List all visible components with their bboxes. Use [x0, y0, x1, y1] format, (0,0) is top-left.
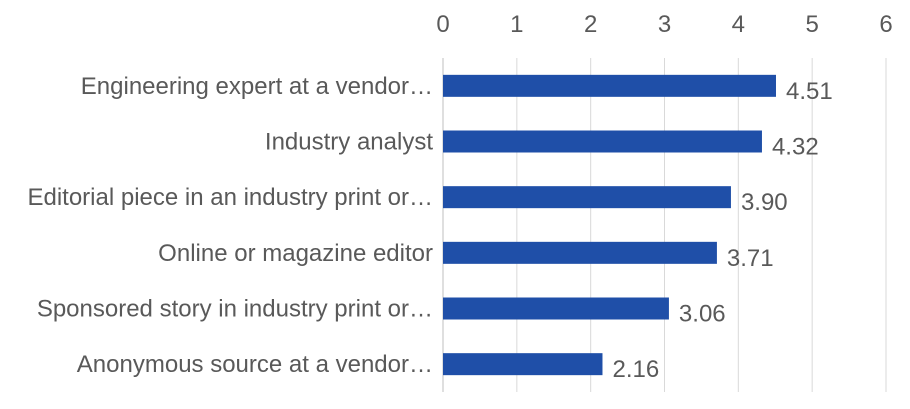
- x-axis-ticks: 0 1 2 3 4 5 6: [436, 11, 892, 38]
- data-label: 4.51: [786, 78, 833, 105]
- category-label: Editorial piece in an industry print or…: [27, 184, 433, 211]
- category-label: Engineering expert at a vendor…: [81, 73, 433, 100]
- x-tick-label: 2: [584, 11, 597, 38]
- bar: [443, 353, 603, 376]
- x-tick-label: 0: [436, 11, 449, 38]
- data-label: 3.06: [679, 301, 726, 328]
- data-label: 4.32: [772, 134, 819, 161]
- x-tick-label: 1: [510, 11, 523, 38]
- bar: [443, 74, 776, 97]
- category-labels: Engineering expert at a vendor… Industry …: [27, 73, 433, 378]
- x-tick-label: 4: [732, 11, 745, 38]
- category-label: Anonymous source at a vendor…: [77, 351, 433, 378]
- gridlines: [442, 58, 887, 392]
- data-labels: 4.51 4.32 3.90 3.71 3.06 2.16: [612, 78, 832, 383]
- category-label: Industry analyst: [265, 129, 433, 156]
- bar: [443, 297, 669, 320]
- category-label: Online or magazine editor: [158, 240, 433, 267]
- bars: [443, 74, 776, 376]
- x-tick-label: 3: [658, 11, 671, 38]
- x-tick-label: 6: [879, 11, 892, 38]
- bar: [443, 241, 717, 264]
- bar: [443, 130, 762, 153]
- data-label: 3.90: [741, 189, 788, 216]
- data-label: 3.71: [727, 245, 774, 272]
- data-label: 2.16: [612, 356, 659, 383]
- bar: [443, 186, 731, 209]
- x-tick-label: 5: [805, 11, 818, 38]
- category-label: Sponsored story in industry print or…: [37, 296, 433, 323]
